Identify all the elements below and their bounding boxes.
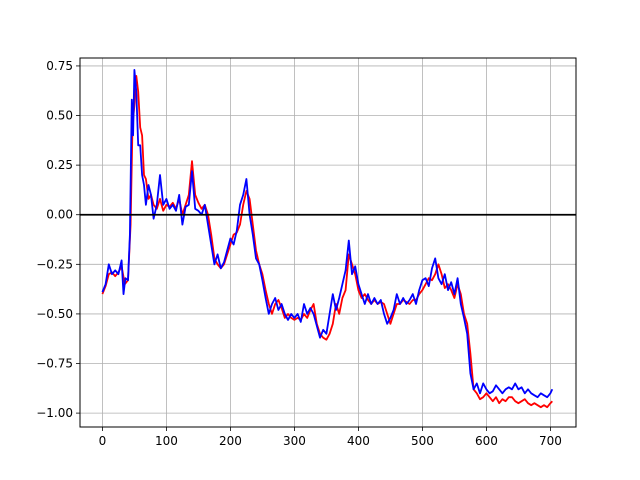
x-tick-label: 500 [411,434,434,448]
y-tick-label: 0.00 [46,208,73,222]
axes-frame [79,57,577,428]
series-line-2 [101,69,554,399]
y-tick-label: 0.75 [46,59,73,73]
y-tick-label: −0.75 [36,357,73,371]
x-tick-label: 600 [475,434,498,448]
y-tick-label: −0.25 [36,257,73,271]
x-tick-label: 700 [539,434,562,448]
y-tick-label: −0.50 [36,307,73,321]
y-tick-label: −1.00 [36,406,73,420]
x-tick-label: 0 [99,434,107,448]
x-tick-label: 400 [347,434,370,448]
x-tick-label: 100 [155,434,178,448]
series-layer [101,69,554,409]
y-axis-ticks: 0.75 0.50 0.25 0.00 −0.25 −0.50 −0.75 −1.00 [36,59,80,420]
x-axis-ticks: 0 100 200 300 400 500 600 700 [99,427,562,448]
x-tick-label: 300 [283,434,306,448]
y-tick-label: 0.25 [46,158,73,172]
y-tick-label: 0.50 [46,109,73,123]
x-tick-label: 200 [219,434,242,448]
